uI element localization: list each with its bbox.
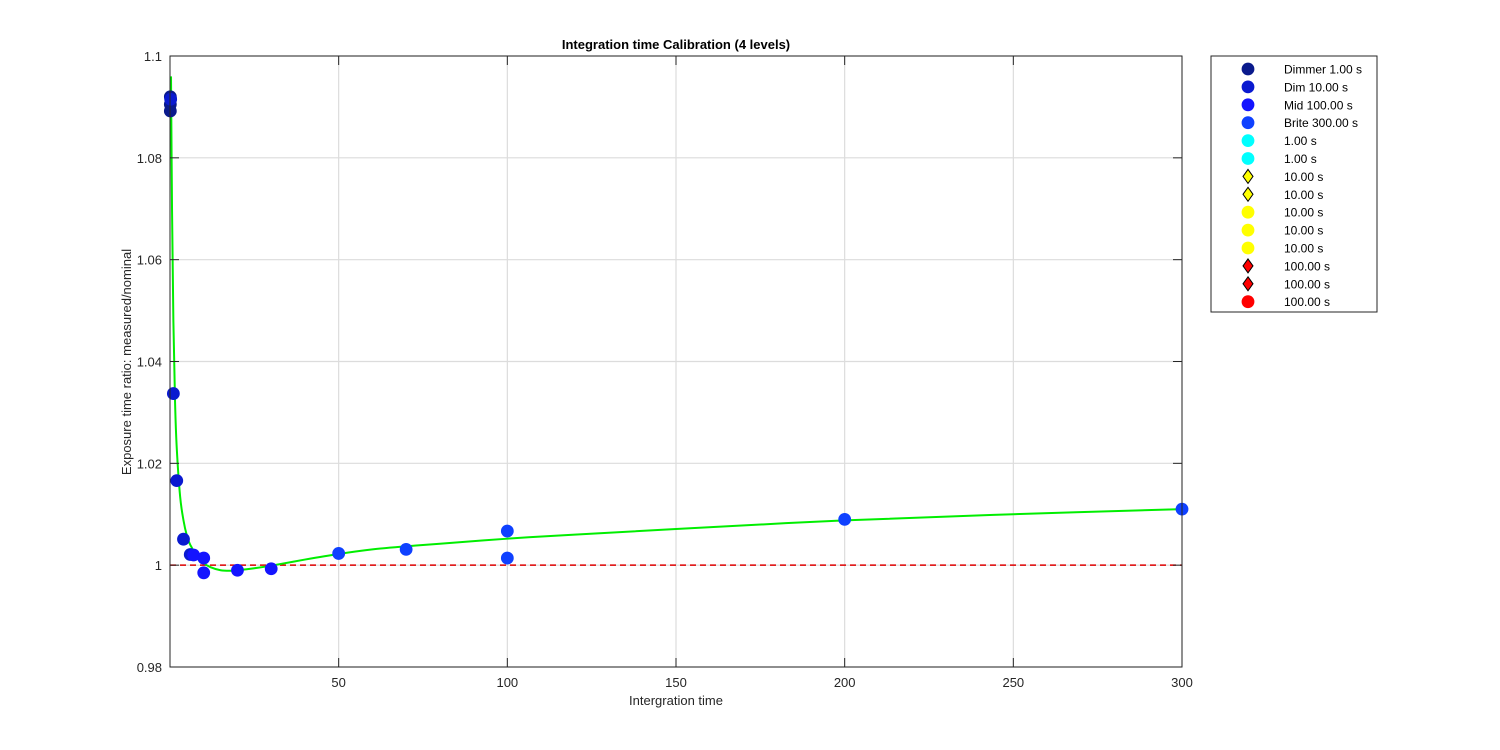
legend-label: 10.00 s — [1284, 188, 1323, 202]
legend-marker — [1241, 205, 1255, 219]
x-tick-label: 150 — [665, 675, 687, 690]
y-tick-label: 1.1 — [144, 49, 162, 64]
legend-label: 100.00 s — [1284, 277, 1330, 291]
legend-label: Brite 300.00 s — [1284, 116, 1358, 130]
data-point — [197, 566, 211, 580]
legend-label: 1.00 s — [1284, 134, 1317, 148]
legend-marker — [1242, 168, 1254, 185]
legend-marker — [1241, 80, 1255, 94]
legend-marker — [1241, 98, 1255, 112]
legend-label: 100.00 s — [1284, 295, 1330, 309]
legend-marker — [1241, 62, 1255, 76]
data-point — [197, 551, 211, 565]
x-tick-label: 50 — [331, 675, 345, 690]
data-point — [170, 474, 184, 488]
legend-label: 10.00 s — [1284, 242, 1323, 256]
data-point — [399, 542, 413, 556]
y-tick-labels: 0.98 1 1.02 1.04 1.06 1.08 1.1 — [137, 49, 162, 675]
legend-items: Dimmer 1.00 s Dim 10.00 s Mid 100.00 s Brit… — [1241, 62, 1362, 309]
y-tick-label: 1.06 — [137, 253, 162, 268]
x-axis-label: Intergration time — [629, 693, 723, 708]
legend-marker — [1242, 258, 1254, 274]
data-point — [332, 547, 346, 560]
y-tick-label: 0.98 — [137, 660, 162, 675]
y-tick-label: 1.02 — [137, 456, 162, 471]
x-tick-label: 300 — [1171, 675, 1193, 690]
x-tick-label: 100 — [496, 675, 518, 690]
y-axis-label: Exposure time ratio: measured/nominal — [119, 249, 134, 475]
legend-label: 10.00 s — [1284, 206, 1323, 220]
x-tick-label: 250 — [1002, 675, 1024, 690]
legend-box — [1210, 55, 1378, 313]
legend-marker — [1241, 241, 1255, 255]
data-point — [838, 512, 852, 526]
legend-marker — [1242, 186, 1254, 203]
chart-title: Integration time Calibration (4 levels) — [562, 37, 790, 52]
legend-marker — [1241, 134, 1255, 148]
legend-marker — [1241, 152, 1255, 165]
x-tick-label: 200 — [834, 675, 856, 690]
legend-label: 10.00 s — [1284, 224, 1323, 238]
tick-marks — [170, 55, 1183, 668]
legend-label: Mid 100.00 s — [1284, 98, 1353, 112]
data-point — [264, 562, 278, 576]
legend: Dimmer 1.00 s Dim 10.00 s Mid 100.00 s Brit… — [1210, 55, 1378, 313]
y-tick-label: 1.08 — [137, 151, 162, 166]
legend-marker — [1241, 116, 1255, 130]
legend-label: Dimmer 1.00 s — [1284, 63, 1362, 77]
data-point — [500, 524, 514, 538]
data-point — [166, 387, 180, 400]
legend-label: 10.00 s — [1284, 170, 1323, 184]
y-tick-label: 1 — [155, 558, 162, 573]
legend-label: 1.00 s — [1284, 152, 1317, 166]
x-tick-labels: 50 100 150 200 250 300 — [331, 675, 1192, 690]
data-point — [500, 551, 514, 565]
legend-marker — [1242, 275, 1254, 292]
legend-marker — [1241, 295, 1255, 309]
y-tick-label: 1.04 — [137, 355, 162, 370]
legend-label: 100.00 s — [1284, 259, 1330, 273]
data-point — [164, 92, 178, 106]
legend-label: Dim 10.00 s — [1284, 80, 1348, 94]
legend-marker — [1241, 223, 1255, 237]
data-point — [177, 532, 190, 546]
data-point — [231, 563, 244, 577]
data-points-layer — [163, 90, 1189, 580]
